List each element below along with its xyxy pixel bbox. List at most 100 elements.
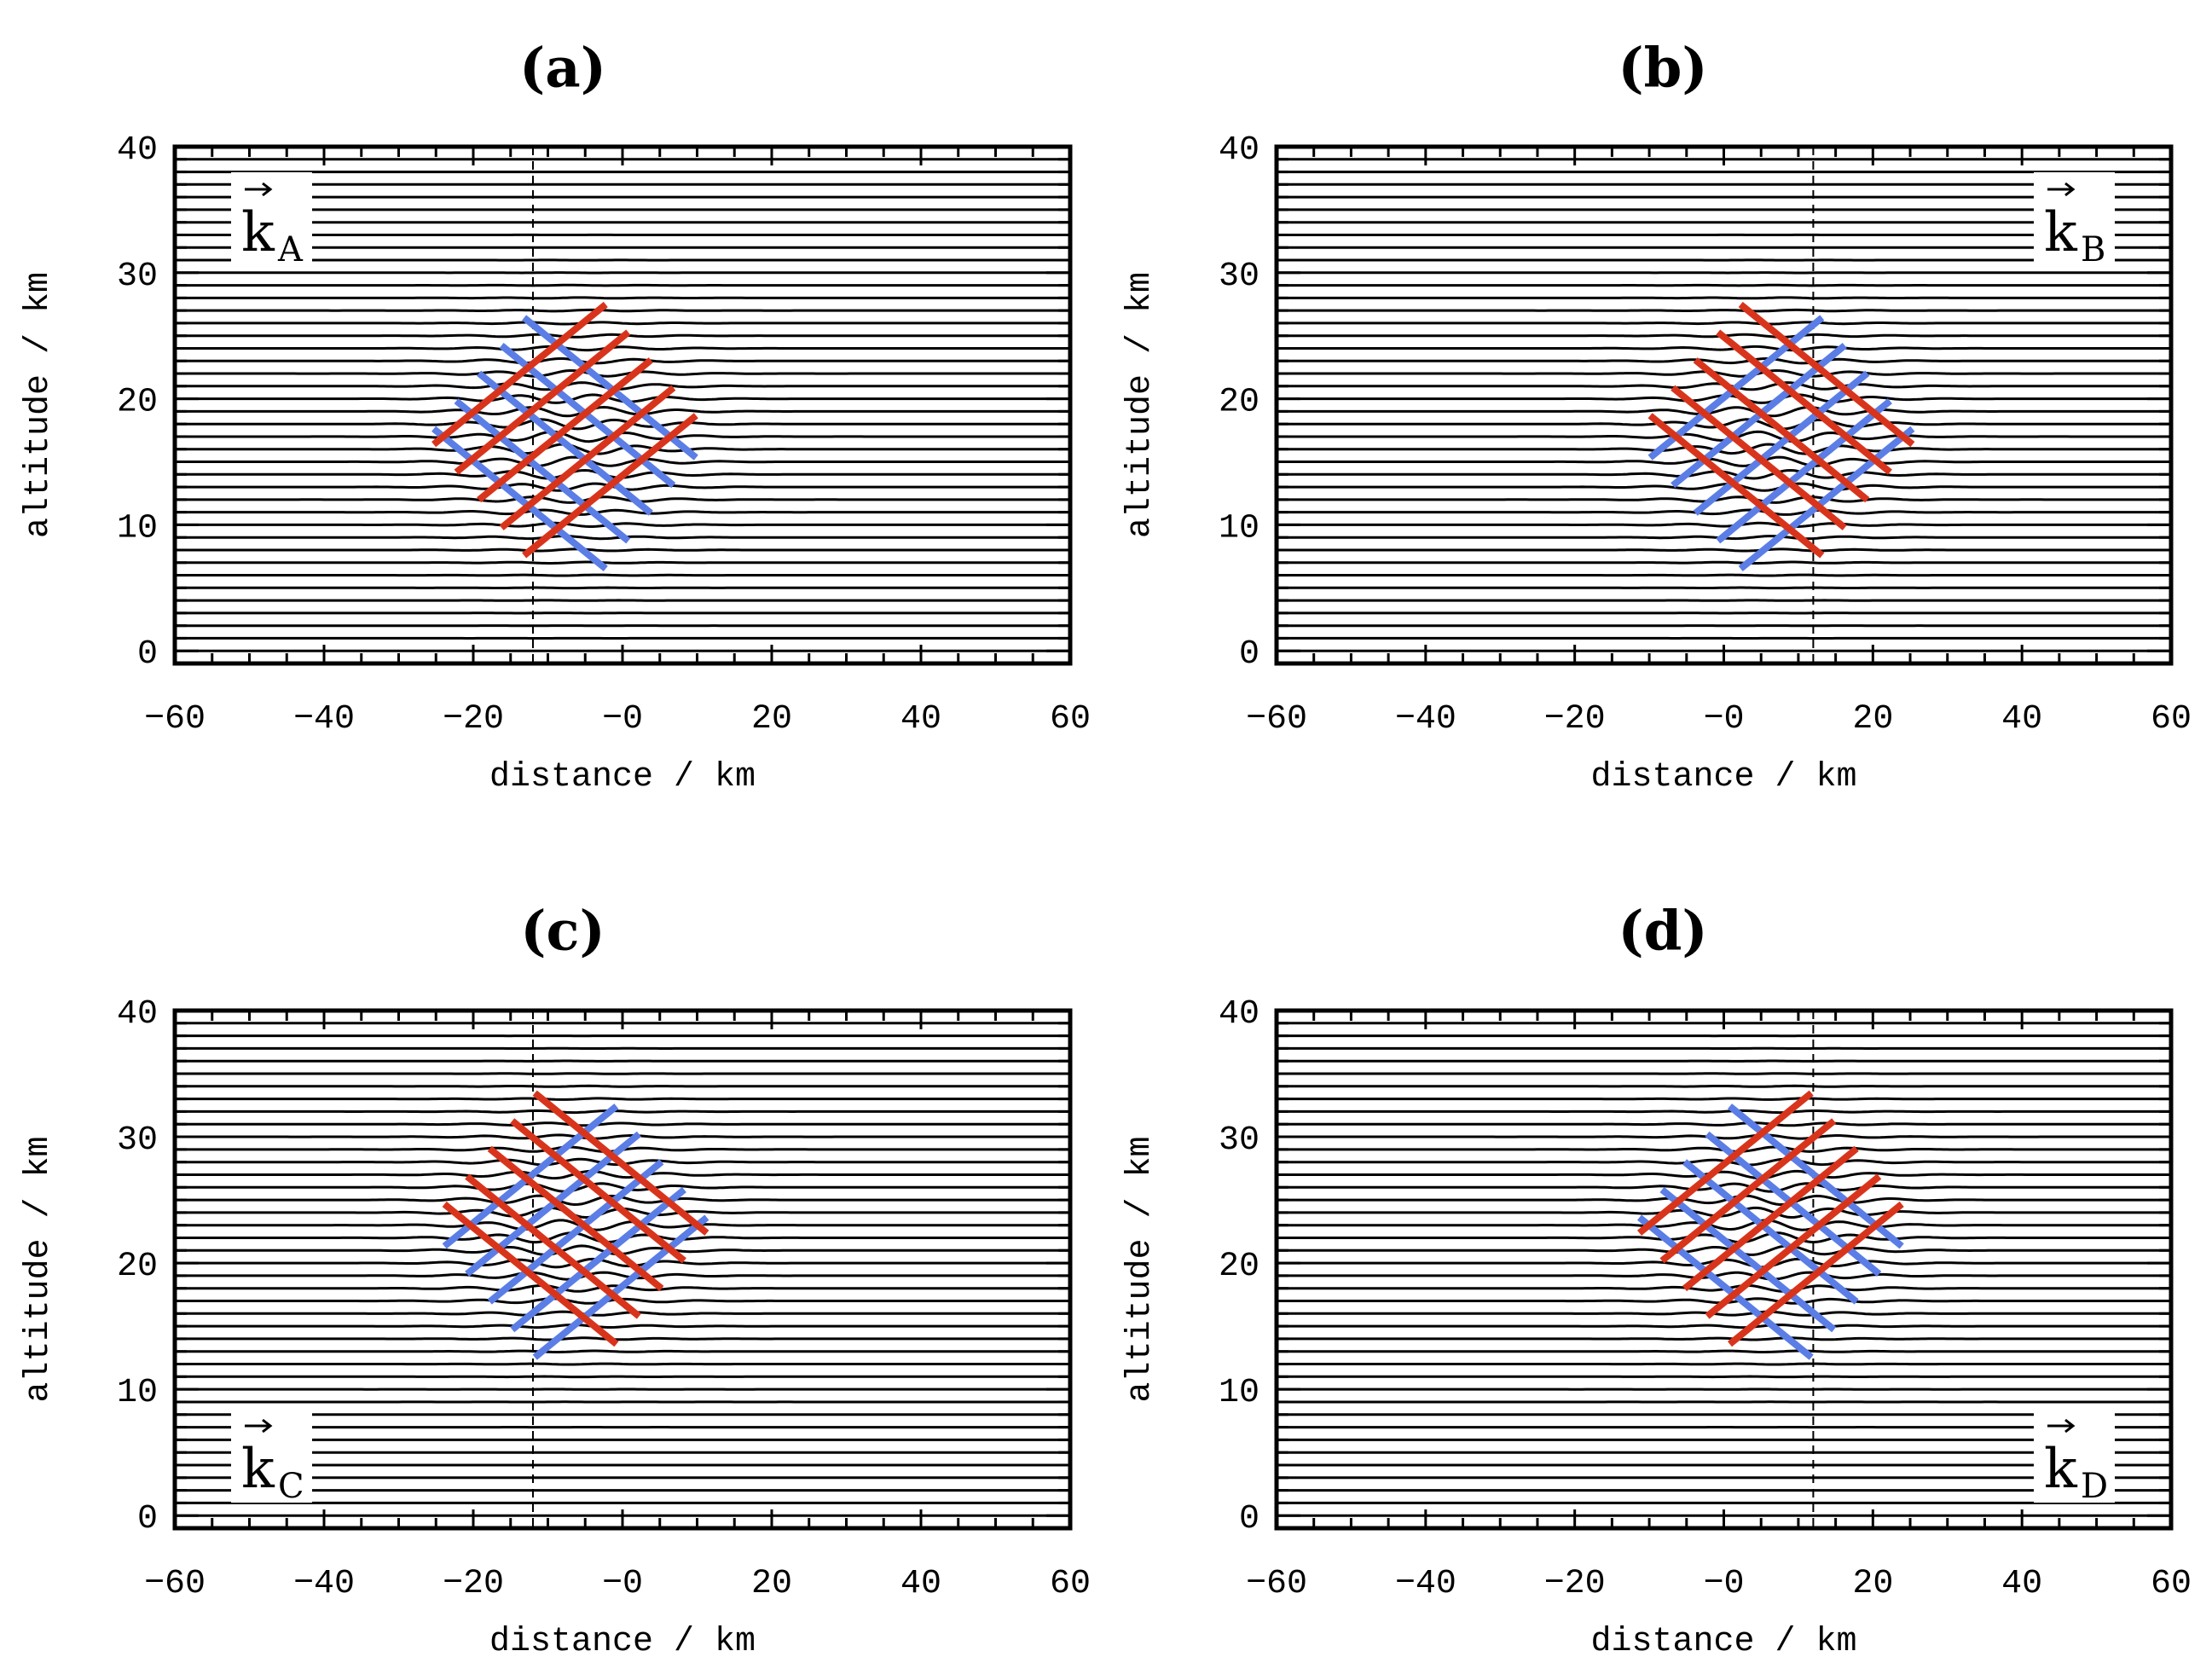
streamline — [175, 321, 1070, 326]
k-letter: k — [241, 201, 275, 264]
phase-line-red — [1705, 1173, 1882, 1319]
k-annotation-bg — [2034, 172, 2115, 266]
x-tick-label: 60 — [1050, 1565, 1091, 1603]
x-tick-label: −60 — [144, 700, 206, 739]
y-axis-label: altitude / km — [1121, 1136, 1160, 1402]
phase-line-red — [1671, 385, 1847, 530]
streamline — [1277, 1323, 2171, 1330]
streamline — [1277, 1109, 2171, 1115]
x-tick-label: −60 — [1246, 1565, 1307, 1603]
x-tick-label: −40 — [1395, 700, 1456, 739]
streamline — [175, 1257, 1070, 1269]
streamline — [175, 1310, 1070, 1317]
phase-line-blue — [1693, 370, 1870, 516]
k-subscript: C — [278, 1467, 304, 1506]
phase-line-red — [1659, 1118, 1837, 1264]
streamline — [175, 418, 1070, 431]
x-tick-label: 60 — [2151, 700, 2192, 739]
x-axis-label: distance / km — [1590, 1623, 1856, 1661]
x-tick-label: −40 — [293, 700, 355, 739]
x-tick-label: −0 — [602, 1565, 643, 1603]
x-tick-label: 20 — [751, 1565, 792, 1603]
streamline — [1277, 1097, 2171, 1101]
streamline — [175, 1133, 1070, 1140]
phase-line-red — [454, 329, 631, 475]
streamline — [1277, 495, 2171, 504]
streamline — [1277, 1072, 2171, 1075]
streamline — [175, 1072, 1070, 1075]
k-subscript: A — [277, 230, 304, 269]
x-tick-label: −40 — [293, 1565, 355, 1603]
y-tick-label: 40 — [1219, 131, 1259, 170]
streamline — [1277, 1182, 2171, 1193]
y-tick-label: 30 — [117, 1121, 158, 1160]
x-tick-label: −20 — [443, 700, 504, 739]
x-tick-label: 40 — [900, 1565, 941, 1603]
y-tick-label: 10 — [1219, 509, 1259, 547]
phase-line-blue — [1636, 1214, 1814, 1360]
x-tick-label: 40 — [2001, 700, 2042, 739]
x-tick-label: −60 — [1246, 700, 1307, 739]
streamline — [175, 1323, 1070, 1330]
streamline — [1277, 405, 2171, 418]
streamline — [1277, 345, 2171, 352]
phase-line-red — [1716, 329, 1892, 475]
x-tick-label: −0 — [602, 700, 643, 739]
y-tick-label: 0 — [1239, 635, 1259, 674]
phase-line-blue — [1659, 1186, 1837, 1333]
streamline — [1277, 443, 2171, 455]
streamline — [175, 381, 1070, 391]
streamline — [1277, 1336, 2171, 1341]
x-axis-label: distance / km — [1590, 758, 1856, 797]
panel-d: (d) −60 −40 −20 −0 20 40 60 0 10 20 30 40 distance / … — [1121, 900, 2192, 1662]
streamline — [1277, 283, 2171, 287]
y-axis-label: altitude / km — [20, 1136, 58, 1402]
phase-line-blue — [1716, 398, 1892, 544]
phase-line-blue — [532, 1214, 709, 1360]
phase-line-red — [442, 1201, 619, 1347]
streamline — [1277, 573, 2171, 577]
streamline — [175, 455, 1070, 467]
x-tick-label: −60 — [144, 1565, 206, 1603]
x-tick-label: −20 — [1544, 700, 1606, 739]
y-tick-label: 40 — [117, 131, 158, 170]
x-tick-label: 20 — [1852, 700, 1893, 739]
streamline — [175, 1219, 1070, 1231]
x-axis-label: distance / km — [489, 758, 756, 797]
streamline — [175, 308, 1070, 313]
y-tick-label: 10 — [117, 1374, 158, 1412]
streamline — [1277, 1349, 2171, 1353]
streamline — [175, 508, 1070, 516]
streamline — [175, 495, 1070, 504]
streamline — [1277, 455, 2171, 467]
phase-line-blue — [1738, 426, 1915, 572]
k-letter: k — [2044, 1438, 2078, 1501]
panel-title: (d) — [1618, 900, 1707, 964]
streamline — [1277, 321, 2171, 326]
panel-title: (c) — [520, 900, 605, 964]
y-tick-label: 20 — [117, 384, 158, 422]
x-tick-label: 40 — [900, 700, 941, 739]
phase-line-blue — [442, 1104, 619, 1249]
y-tick-label: 20 — [1219, 1248, 1259, 1286]
phase-line-red — [477, 357, 653, 503]
streamline — [175, 1182, 1070, 1193]
panel-title: (b) — [1618, 37, 1707, 101]
streamline — [175, 345, 1070, 352]
phase-line-blue — [522, 315, 698, 461]
streamline — [175, 405, 1070, 418]
streamline — [175, 560, 1070, 565]
streamline — [1277, 1206, 2171, 1219]
phase-line-blue — [487, 1159, 664, 1305]
streamline — [1277, 560, 2171, 565]
plot-area — [175, 1011, 1070, 1528]
streamline — [175, 547, 1070, 553]
streamline — [1277, 508, 2171, 516]
streamline — [1277, 482, 2171, 492]
streamline — [175, 573, 1070, 577]
streamline — [175, 357, 1070, 365]
streamline — [1277, 521, 2171, 528]
